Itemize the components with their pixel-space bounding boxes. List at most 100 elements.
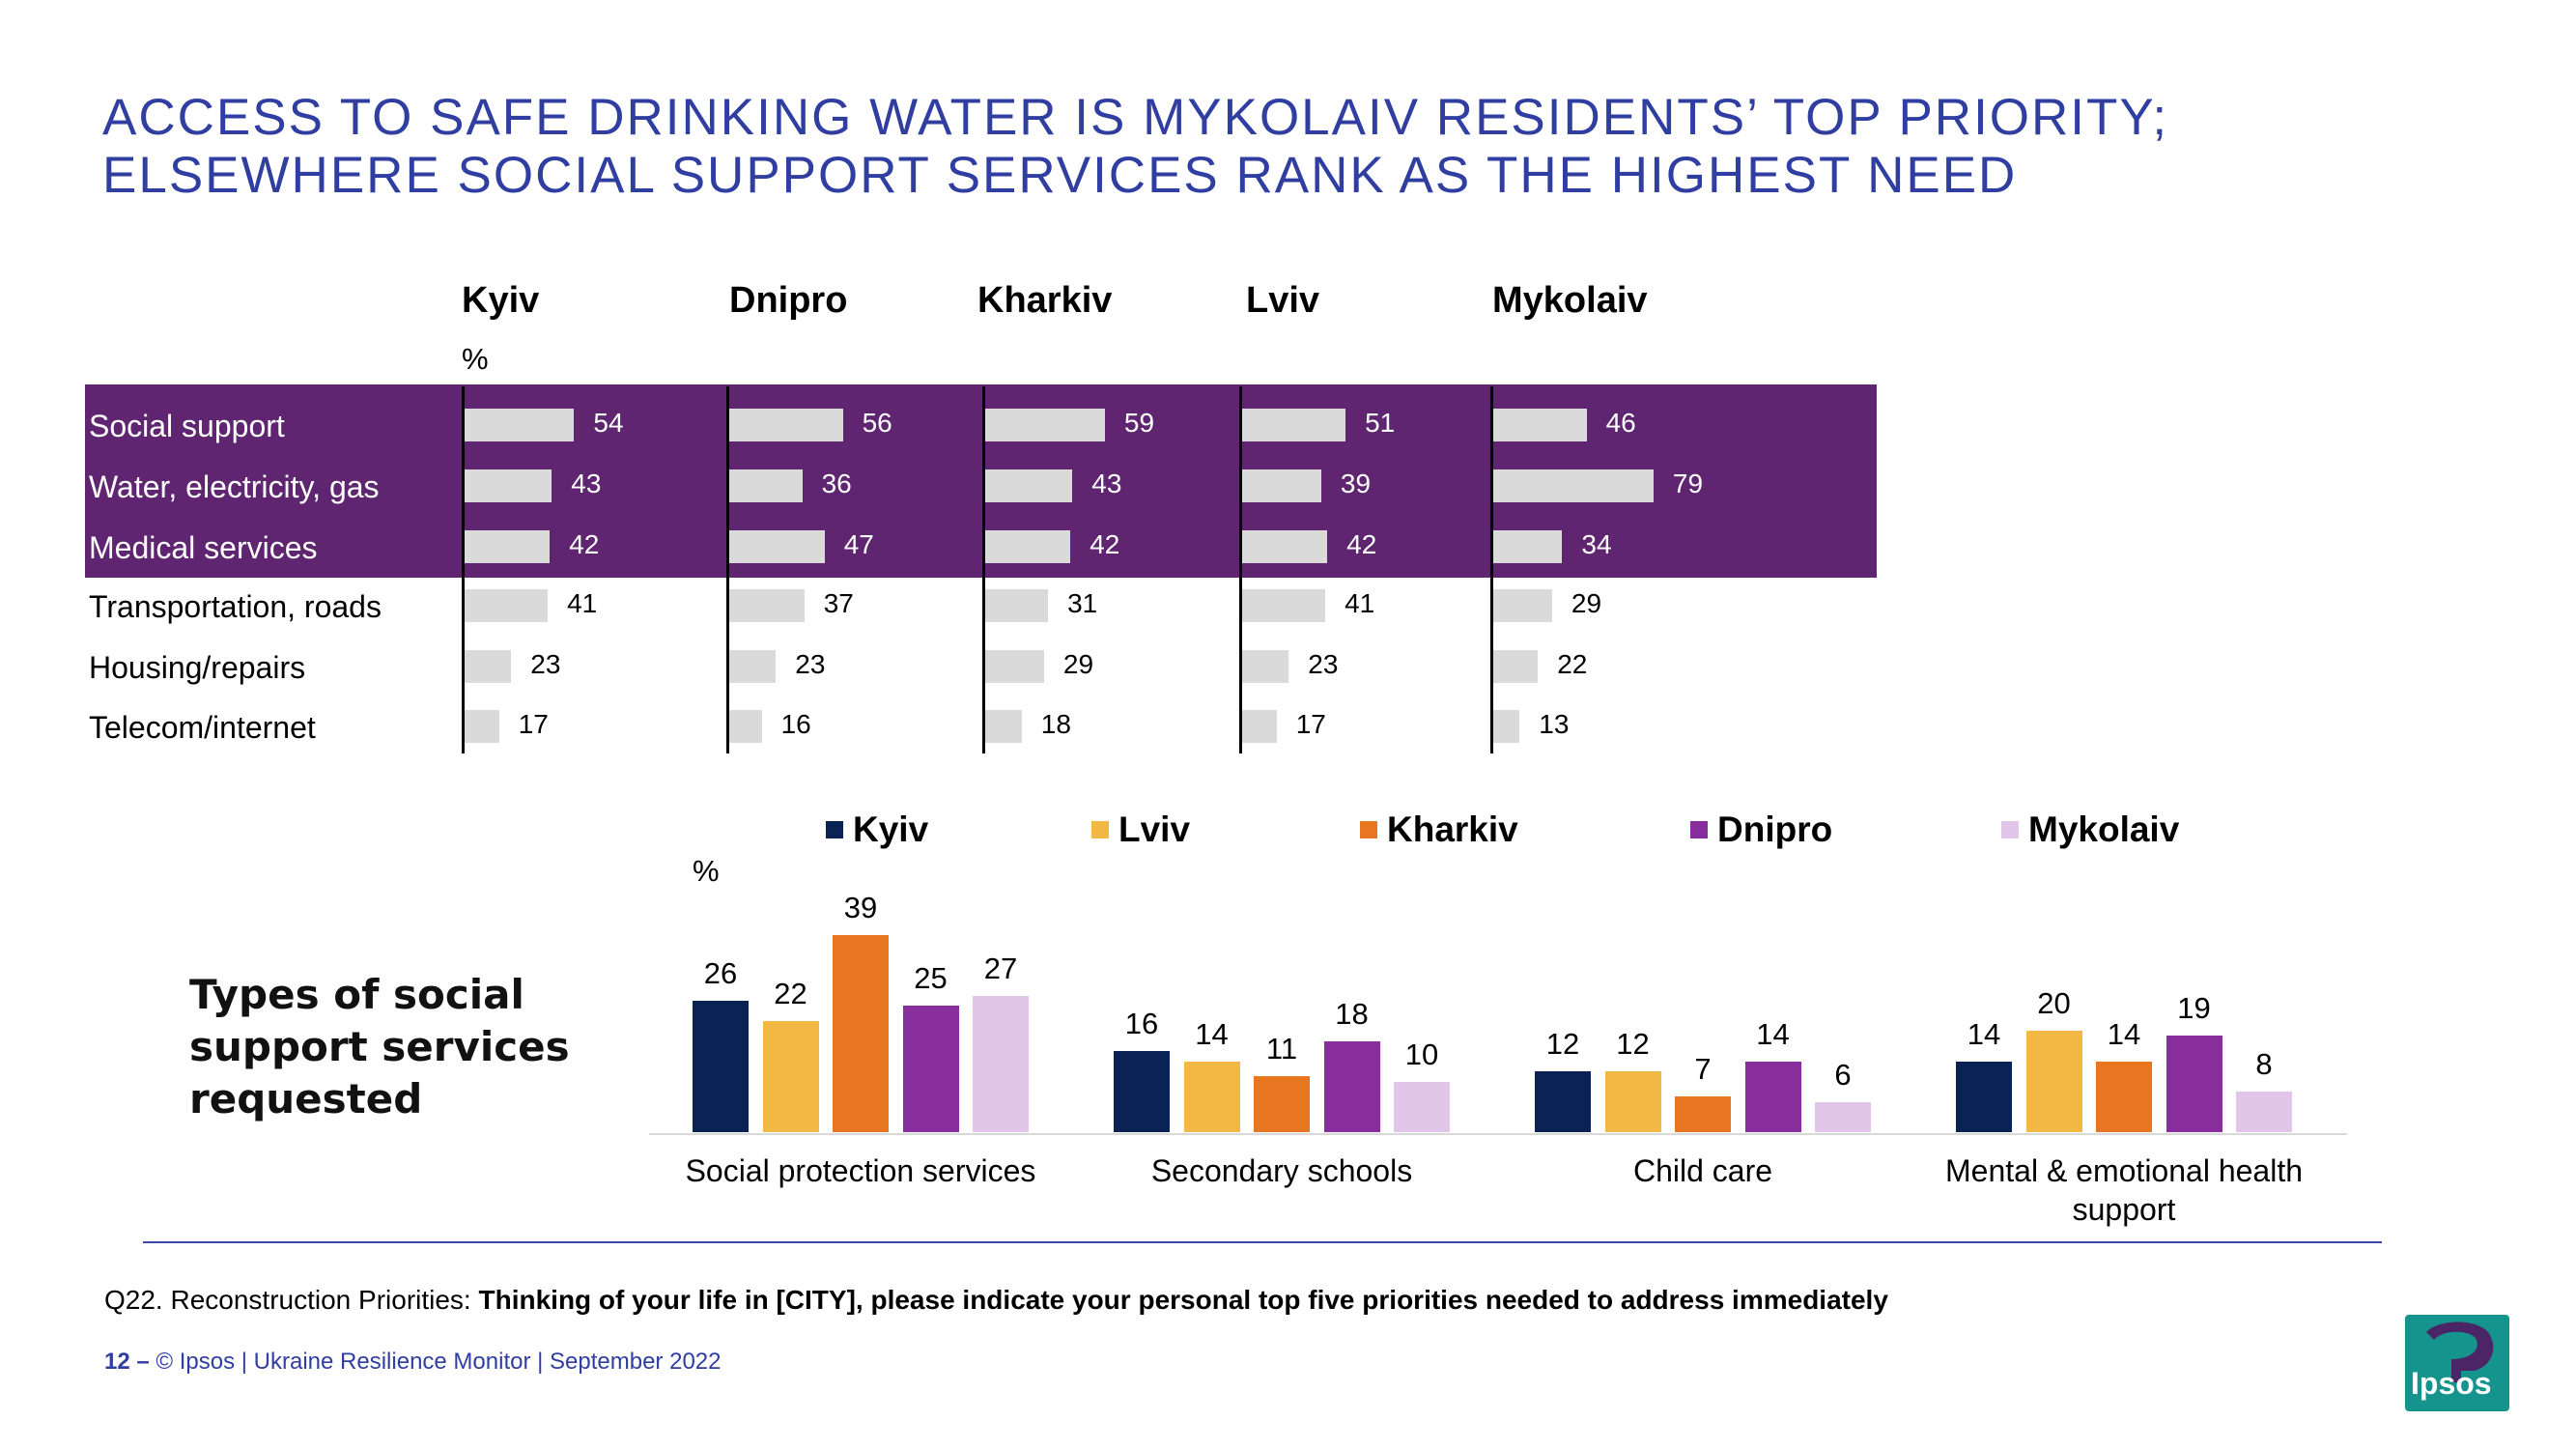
bar-value: 16	[1124, 1007, 1159, 1041]
bar-kharkiv	[985, 650, 1044, 683]
side-title: Types of social support services request…	[189, 969, 570, 1125]
bar-value: 22	[774, 976, 807, 1010]
category-label: Telecom/internet	[89, 710, 316, 745]
footer: 12 – © Ipsos | Ukraine Resilience Monito…	[104, 1349, 721, 1376]
bar-mykolaiv	[1493, 589, 1552, 622]
legend-label: Lviv	[1118, 810, 1191, 849]
footer-text: © Ipsos | Ukraine Resilience Monitor | S…	[156, 1349, 722, 1375]
bar-dnipro	[729, 469, 803, 502]
bar-axis	[462, 386, 465, 753]
category-label: Mental & emotional health support	[1945, 1153, 2303, 1227]
side-title-line: Types of social	[189, 971, 524, 1018]
bar-value: 29	[1571, 588, 1602, 618]
bar-kyiv	[1535, 1071, 1591, 1132]
page-title: ACCESS TO SAFE DRINKING WATER IS MYKOLAI…	[102, 89, 2469, 205]
legend-item: Dnipro	[1690, 810, 1832, 850]
bar-kyiv	[465, 530, 551, 563]
bar-value: 42	[569, 529, 600, 559]
bar-value: 11	[1265, 1032, 1298, 1066]
bar-lviv	[1242, 530, 1328, 563]
bar-value: 34	[1581, 529, 1612, 559]
city-header: Kharkiv	[977, 280, 1113, 321]
bar-value: 56	[862, 408, 892, 438]
bar-value: 23	[795, 649, 826, 679]
bar-dnipro	[2166, 1036, 2222, 1132]
bar-kyiv	[465, 469, 552, 502]
bar-value: 36	[821, 469, 852, 498]
bar-value: 42	[1346, 529, 1377, 559]
bar-value: 14	[1967, 1016, 2001, 1051]
bar-value: 27	[983, 951, 1018, 985]
bar-value: 41	[1345, 588, 1375, 618]
bar-value: 13	[1539, 709, 1570, 739]
category-label: Social support	[89, 409, 285, 443]
bar-kharkiv	[985, 469, 1073, 502]
bar-kharkiv	[2096, 1061, 2152, 1132]
bar-dnipro	[1744, 1061, 1801, 1132]
legend-label: Dnipro	[1717, 810, 1833, 849]
bar-value: 25	[914, 961, 948, 995]
bar-value: 23	[1308, 649, 1339, 679]
bar-dnipro	[1323, 1040, 1380, 1132]
bar-value: 19	[2177, 991, 2211, 1026]
city-header: Kyiv	[462, 280, 540, 321]
legend-swatch	[1091, 821, 1109, 838]
bar-value: 14	[1756, 1016, 1790, 1051]
bar-dnipro	[902, 1006, 959, 1132]
bar-value: 23	[530, 649, 561, 679]
bar-dnipro	[729, 589, 805, 622]
legend-label: Kharkiv	[1387, 810, 1518, 849]
bar-value: 54	[593, 408, 624, 438]
bar-kyiv	[465, 409, 575, 441]
footnote: Q22. Reconstruction Priorities: Thinking…	[104, 1285, 1888, 1316]
legend-label: Kyiv	[853, 810, 929, 849]
percent-label: %	[462, 342, 489, 376]
legend-swatch	[1690, 821, 1708, 838]
bar-lviv	[1242, 409, 1346, 441]
bar-mykolaiv	[1815, 1101, 1871, 1132]
bar-dnipro	[729, 650, 777, 683]
bar-dnipro	[729, 530, 825, 563]
bar-mykolaiv	[1493, 469, 1654, 502]
bar-lviv	[1242, 710, 1277, 743]
bar-axis	[1490, 386, 1493, 753]
legend-item: Kyiv	[826, 810, 928, 850]
legend-item: Lviv	[1091, 810, 1190, 850]
bar-value: 43	[571, 469, 602, 498]
logo-text: Ipsos	[2411, 1366, 2492, 1401]
city-header: Lviv	[1246, 280, 1320, 321]
bar-kharkiv	[985, 589, 1049, 622]
bar-value: 46	[1605, 408, 1636, 438]
bar-mykolaiv	[1493, 710, 1520, 743]
bar-value: 39	[1340, 469, 1372, 498]
bar-kharkiv	[985, 530, 1071, 563]
bar-mykolaiv	[1394, 1081, 1450, 1132]
bar-value: 29	[1062, 649, 1094, 679]
bar-value: 17	[518, 709, 549, 739]
bar-kyiv	[465, 710, 499, 743]
bar-value: 12	[1616, 1027, 1650, 1062]
category-label: Water, electricity, gas	[89, 469, 380, 504]
bar-value: 17	[1295, 709, 1326, 739]
bar-kharkiv	[833, 934, 889, 1132]
bar-dnipro	[729, 710, 762, 743]
category-label: Medical services	[89, 530, 318, 565]
bar-value: 47	[843, 529, 874, 559]
bar-value: 20	[2037, 986, 2071, 1021]
bar-value: 7	[1694, 1052, 1712, 1087]
category-label: Social protection services	[685, 1153, 1036, 1188]
city-header: Mykolaiv	[1492, 280, 1648, 321]
footnote-question: Thinking of your life in [CITY], please …	[478, 1285, 1888, 1315]
bar-lviv	[2025, 1031, 2082, 1132]
bar-value: 12	[1545, 1027, 1580, 1062]
side-title-line: support services	[189, 1023, 570, 1070]
page-number: 12 –	[104, 1349, 150, 1375]
legend-item: Kharkiv	[1360, 810, 1518, 850]
bar-value: 10	[1404, 1037, 1439, 1071]
x-axis-line	[649, 1133, 2347, 1135]
city-header: Dnipro	[729, 280, 848, 321]
title-line-2: ELSEWHERE SOCIAL SUPPORT SERVICES RANK A…	[102, 147, 2018, 204]
bar-value: 16	[780, 709, 811, 739]
legend-label: Mykolaiv	[2028, 810, 2180, 849]
